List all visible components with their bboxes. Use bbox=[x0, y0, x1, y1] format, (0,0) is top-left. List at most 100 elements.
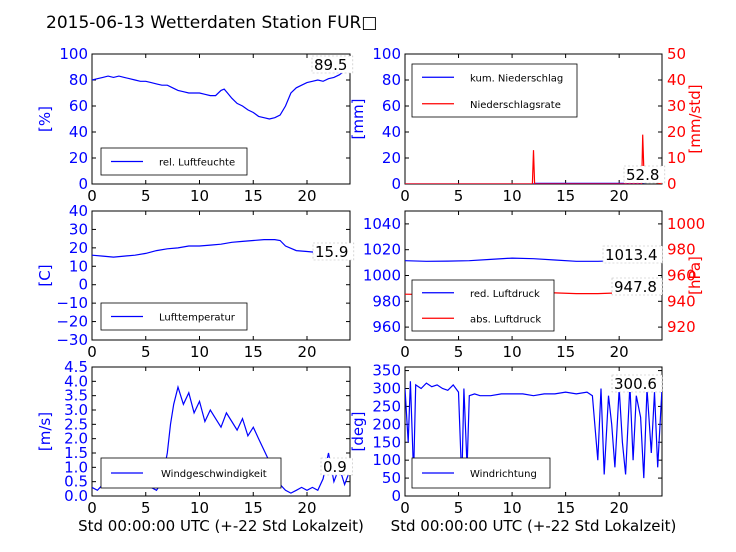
y-tick-label: 20 bbox=[69, 149, 88, 167]
legend: Lufttemperatur bbox=[100, 302, 248, 331]
value-box bbox=[602, 245, 663, 264]
y-tick-label-right: 980 bbox=[667, 241, 696, 259]
chart-precipitation: 0 5 10 15 20 0 20 40 60 80 100 0 10 20 30 40 50 [mm] [mm/s… bbox=[349, 45, 704, 205]
y-axis-label: [%] bbox=[36, 106, 54, 132]
y-tick-label: 40 bbox=[69, 123, 88, 141]
x-tick-label: 15 bbox=[244, 187, 263, 205]
y-tick-label: 30 bbox=[69, 220, 88, 238]
y-axis-label: [deg] bbox=[349, 412, 367, 452]
y-tick-label: 60 bbox=[69, 97, 88, 115]
y-tick-label: 960 bbox=[372, 318, 401, 336]
x-tick-label: 5 bbox=[454, 187, 464, 205]
y-tick-label: −30 bbox=[56, 331, 88, 349]
x-tick-label: 20 bbox=[297, 343, 316, 361]
legend-label: Niederschlagsrate bbox=[470, 100, 561, 111]
y-axis-label: [m/s] bbox=[36, 412, 54, 451]
y-tick-label: 100 bbox=[372, 451, 401, 469]
current-value-label: 52.8 bbox=[626, 166, 659, 184]
current-value-label: 300.6 bbox=[614, 375, 657, 393]
y-axis-label-right: [mm/std] bbox=[686, 84, 704, 153]
x-tick-label: 15 bbox=[556, 343, 575, 361]
value-box bbox=[320, 457, 353, 476]
y-tick-label: 0.0 bbox=[64, 487, 88, 505]
y-tick-label: 0 bbox=[391, 175, 401, 193]
x-tick-label: 5 bbox=[141, 343, 151, 361]
current-value-label: 89.5 bbox=[314, 56, 347, 74]
y-tick-label: 10 bbox=[69, 257, 88, 275]
y-axis-label: [C] bbox=[36, 264, 54, 286]
x-tick-label: 20 bbox=[610, 499, 629, 517]
y-tick-label: 3.5 bbox=[64, 387, 88, 405]
legend-label: rel. Luftfeuchte bbox=[159, 158, 235, 169]
value-box bbox=[312, 242, 355, 261]
y-tick-label-right: 30 bbox=[667, 97, 686, 115]
legend-box bbox=[100, 147, 248, 176]
y-tick-label: 0 bbox=[391, 487, 401, 505]
y-tick-label-right: 10 bbox=[667, 149, 686, 167]
legend-label: abs. Luftdruck bbox=[470, 314, 541, 325]
y-tick-label: 4.5 bbox=[64, 358, 88, 376]
y-tick-label: 40 bbox=[382, 123, 401, 141]
figure-title: 2015-06-13 Wetterdaten Station FUR□ bbox=[46, 13, 377, 33]
x-tick-label: 0 bbox=[87, 499, 97, 517]
chart-windspeed: 0 5 10 15 20 0.00.51.01.52.02.53.03.54.04.5 [m… bbox=[36, 358, 364, 535]
y-tick-label: 20 bbox=[69, 239, 88, 257]
x-tick-label: 10 bbox=[190, 343, 209, 361]
y-tick-label: 1040 bbox=[363, 215, 401, 233]
value-box bbox=[611, 374, 663, 393]
legend: red. Luftdruck abs. Luftdruck bbox=[411, 279, 555, 332]
y-tick-label: 80 bbox=[69, 71, 88, 89]
current-value-label: 0.9 bbox=[323, 458, 347, 476]
x-tick-label: 5 bbox=[454, 343, 464, 361]
legend-label: Windrichtung bbox=[470, 469, 537, 480]
x-tick-label: 10 bbox=[503, 187, 522, 205]
y-tick-label: 2.0 bbox=[64, 430, 88, 448]
y-tick-label-right: 20 bbox=[667, 123, 686, 141]
legend: kum. Niederschlag Niederschlagsrate bbox=[411, 63, 578, 118]
y-tick-label-right: 50 bbox=[667, 45, 686, 63]
y-axis-label-right: [hPa] bbox=[686, 256, 704, 295]
current-value-label: 15.9 bbox=[315, 243, 348, 261]
legend-label: red. Luftdruck bbox=[470, 289, 540, 300]
x-tick-label: 5 bbox=[454, 499, 464, 517]
x-tick-label: 10 bbox=[503, 499, 522, 517]
y-tick-label: 1000 bbox=[363, 267, 401, 285]
y-tick-label: 300 bbox=[372, 380, 401, 398]
y-tick-label-right: 40 bbox=[667, 71, 686, 89]
x-tick-label: 0 bbox=[400, 343, 410, 361]
chart-humidity: 0 5 10 15 20 0 20 40 60 80 100 [%] rel. Luftfeuchte 8… bbox=[36, 45, 354, 205]
current-value-label: 1013.4 bbox=[605, 246, 658, 264]
x-tick-label: 5 bbox=[141, 499, 151, 517]
y-tick-label-right: 0 bbox=[667, 175, 677, 193]
series-line-0 bbox=[92, 239, 350, 258]
y-tick-label: 100 bbox=[59, 45, 88, 63]
x-tick-label: 0 bbox=[87, 343, 97, 361]
x-tick-label: 0 bbox=[87, 187, 97, 205]
x-tick-label: 0 bbox=[400, 499, 410, 517]
legend: rel. Luftfeuchte bbox=[100, 147, 248, 176]
legend: Windgeschwindigkeit bbox=[100, 457, 282, 489]
y-tick-label: 60 bbox=[382, 97, 401, 115]
legend-box bbox=[411, 63, 578, 118]
legend-label: kum. Niederschlag bbox=[470, 73, 563, 84]
series-line-0 bbox=[92, 67, 350, 120]
x-tick-label: 15 bbox=[244, 499, 263, 517]
legend-box bbox=[411, 279, 555, 332]
y-tick-label-right: 920 bbox=[667, 318, 696, 336]
y-tick-label: 100 bbox=[372, 45, 401, 63]
value-box bbox=[623, 165, 666, 184]
x-tick-label: 0 bbox=[400, 187, 410, 205]
chart-temperature: 0 5 10 15 20−30−20−10010203040[C]Lufttempera… bbox=[36, 202, 355, 361]
legend-label: Lufttemperatur bbox=[159, 313, 236, 324]
x-tick-label: 5 bbox=[141, 187, 151, 205]
x-tick-label: 15 bbox=[556, 499, 575, 517]
y-tick-label: 80 bbox=[382, 71, 401, 89]
x-tick-label: 10 bbox=[190, 499, 209, 517]
y-tick-label: 980 bbox=[372, 292, 401, 310]
x-axis-label: Std 00:00:00 UTC (+-22 Std Lokalzeit) bbox=[78, 517, 364, 535]
y-tick-label: 2.5 bbox=[64, 415, 88, 433]
value-box bbox=[311, 55, 354, 74]
value-box bbox=[611, 277, 663, 296]
